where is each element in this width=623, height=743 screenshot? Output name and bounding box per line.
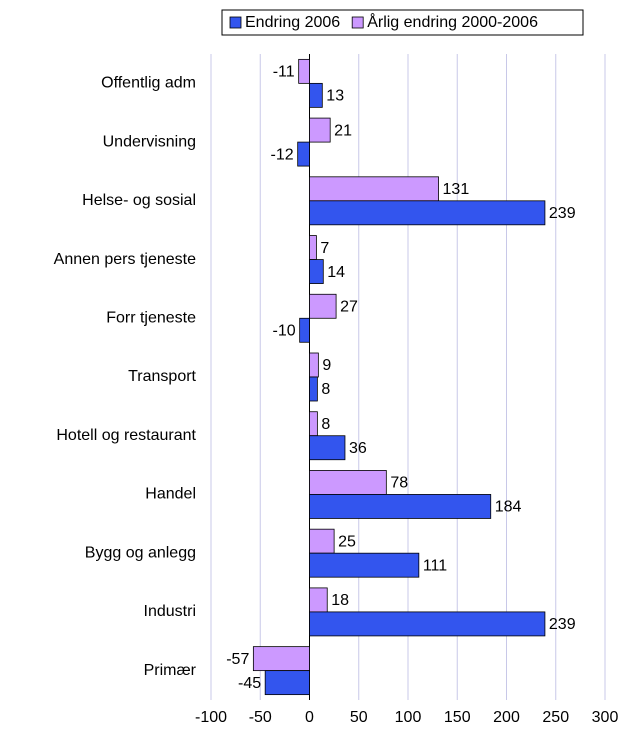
x-tick-label: 150: [444, 709, 471, 726]
legend-swatch: [229, 16, 242, 29]
bar: [309, 82, 323, 108]
x-tick-label: -100: [195, 709, 227, 726]
legend: Endring 2006 Årlig endring 2000-2006: [221, 9, 584, 36]
x-tick-label: 300: [592, 709, 619, 726]
data-label: 184: [495, 499, 522, 516]
data-label: 25: [338, 533, 356, 550]
bar: [309, 494, 492, 519]
bar: [309, 411, 318, 437]
data-label: 8: [321, 416, 330, 433]
y-tick-label: Industri: [144, 603, 196, 620]
bar: [299, 317, 310, 343]
bar: [309, 259, 324, 284]
y-tick-label: Primær: [144, 662, 197, 679]
x-tick-label: -50: [249, 709, 272, 726]
data-label: 131: [443, 181, 470, 198]
y-tick-label: Helse- og sosial: [82, 192, 196, 209]
data-label: 21: [334, 122, 352, 139]
y-tick-label: Transport: [128, 368, 196, 385]
bar: [309, 435, 346, 461]
bar: [297, 141, 310, 167]
data-label: 78: [390, 475, 408, 492]
y-tick-label: Offentlig adm: [101, 75, 196, 92]
data-label: 9: [322, 357, 331, 374]
data-label: -12: [271, 146, 294, 163]
legend-label: Årlig endring 2000-2006: [367, 12, 538, 31]
x-tick-label: 200: [493, 709, 520, 726]
x-tick-label: 100: [395, 709, 422, 726]
bar: [309, 235, 317, 260]
y-tick-label: Forr tjeneste: [106, 309, 196, 326]
bar: [309, 552, 420, 578]
data-label: 13: [326, 88, 344, 105]
data-label: 239: [549, 616, 576, 633]
legend-frame: [221, 9, 584, 36]
bar: [309, 200, 546, 226]
y-tick-label: Bygg og anlegg: [85, 544, 196, 561]
x-tick-label: 0: [305, 709, 314, 726]
y-tick-label: Annen pers tjeneste: [54, 251, 196, 268]
data-label: 111: [423, 557, 447, 574]
y-tick-label: Hotell og restaurant: [56, 427, 196, 444]
bar: [309, 293, 337, 319]
bar: [309, 470, 387, 495]
x-tick-label: 250: [542, 709, 569, 726]
y-tick-label: Handel: [145, 486, 196, 503]
y-tick-label: Undervisning: [103, 133, 196, 150]
x-tick-label: 50: [350, 709, 368, 726]
data-label: -10: [273, 322, 296, 339]
data-label: 27: [340, 298, 358, 315]
data-label: 36: [349, 440, 367, 457]
data-label: 18: [331, 592, 349, 609]
legend-label: Endring 2006: [245, 14, 340, 31]
bar: [309, 587, 328, 613]
data-label: -57: [226, 651, 249, 668]
bar: [264, 670, 310, 696]
bar: [309, 176, 439, 202]
bar: [309, 611, 546, 637]
legend-swatch: [351, 16, 364, 29]
bar: [252, 646, 310, 672]
bar: [298, 58, 310, 84]
bar: [309, 117, 331, 143]
bar: [309, 376, 318, 402]
data-label: 239: [549, 205, 576, 222]
data-label: 8: [321, 381, 330, 398]
data-label: 7: [320, 240, 329, 257]
bar: [309, 528, 335, 554]
data-label: -45: [238, 675, 261, 692]
bar: [309, 352, 319, 378]
data-label: -11: [273, 64, 295, 81]
data-label: 14: [327, 264, 345, 281]
